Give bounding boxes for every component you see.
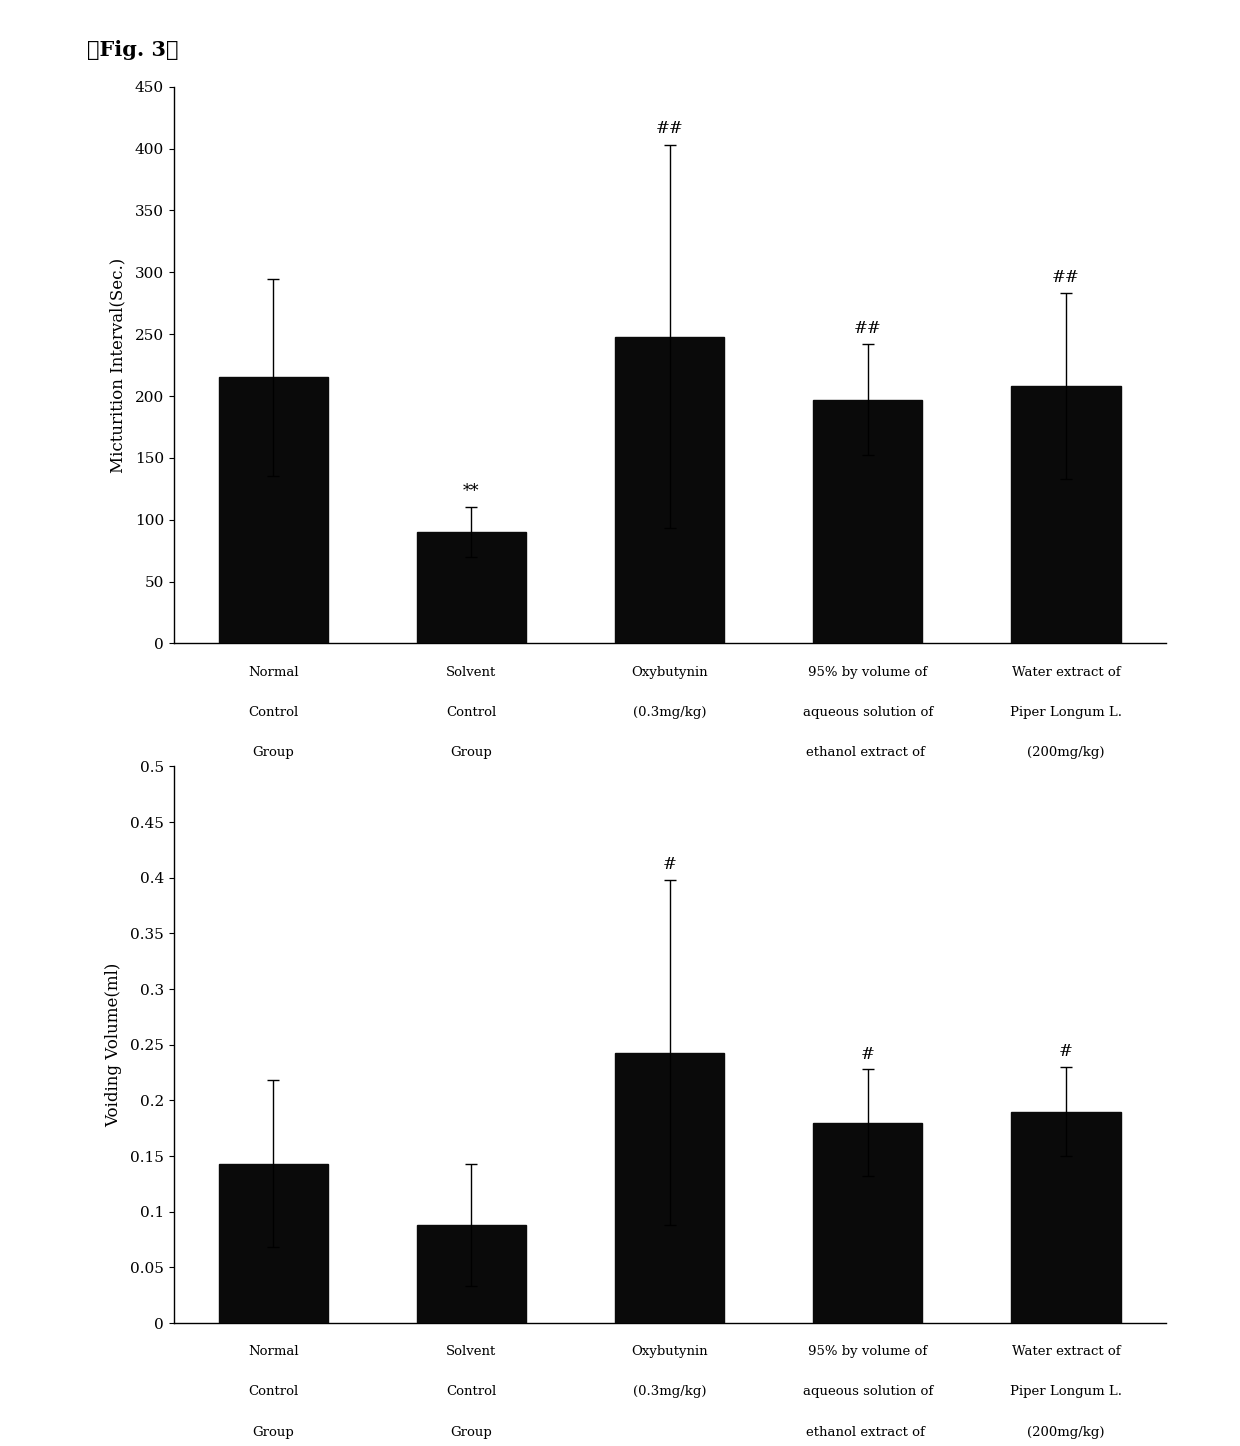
Text: #: # xyxy=(1059,1044,1073,1060)
Text: aqueous solution of: aqueous solution of xyxy=(802,1385,932,1398)
Text: (200mg/kg): (200mg/kg) xyxy=(1027,1426,1105,1439)
Bar xyxy=(615,1053,724,1323)
Text: ##: ## xyxy=(656,120,683,137)
Text: Piper: Piper xyxy=(849,787,885,800)
Bar xyxy=(1012,386,1121,643)
Text: Group: Group xyxy=(252,1426,294,1439)
Bar xyxy=(1012,1112,1121,1323)
Text: ethanol extract of: ethanol extract of xyxy=(806,746,929,759)
Bar xyxy=(417,1225,526,1323)
Text: Solvent: Solvent xyxy=(446,1345,496,1358)
Text: Solvent: Solvent xyxy=(446,665,496,678)
Y-axis label: Voiding Volume(ml): Voiding Volume(ml) xyxy=(104,963,122,1126)
Text: Control: Control xyxy=(248,706,299,719)
Text: Group: Group xyxy=(450,746,492,759)
Bar xyxy=(218,377,327,643)
Text: Oxybutynin: Oxybutynin xyxy=(631,1345,708,1358)
Text: Control: Control xyxy=(248,1385,299,1398)
Text: ##: ## xyxy=(854,320,882,337)
Text: ethanol extract of: ethanol extract of xyxy=(806,1426,929,1439)
Text: Group: Group xyxy=(252,746,294,759)
Text: (200mg/kg): (200mg/kg) xyxy=(1027,746,1105,759)
Text: 95% by volume of: 95% by volume of xyxy=(808,1345,928,1358)
Text: Control: Control xyxy=(446,1385,496,1398)
Text: Water extract of: Water extract of xyxy=(1012,1345,1120,1358)
Text: (0.3mg/kg): (0.3mg/kg) xyxy=(632,1385,707,1398)
Bar xyxy=(813,1122,923,1323)
Text: ##: ## xyxy=(1052,269,1080,286)
Text: #: # xyxy=(662,856,677,873)
Text: Normal: Normal xyxy=(248,1345,299,1358)
Text: Piper Longum L.: Piper Longum L. xyxy=(1011,706,1122,719)
Bar xyxy=(813,399,923,643)
Text: Group: Group xyxy=(450,1426,492,1439)
Text: Normal: Normal xyxy=(248,665,299,678)
Text: Oxybutynin: Oxybutynin xyxy=(631,665,708,678)
Y-axis label: Micturition Interval(Sec.): Micturition Interval(Sec.) xyxy=(109,257,126,473)
Text: 【Fig. 3】: 【Fig. 3】 xyxy=(87,40,179,61)
Text: 95% by volume of: 95% by volume of xyxy=(808,665,928,678)
Text: **: ** xyxy=(464,483,480,500)
Text: (0.3mg/kg): (0.3mg/kg) xyxy=(632,706,707,719)
Text: aqueous solution of: aqueous solution of xyxy=(802,706,932,719)
Text: Control: Control xyxy=(446,706,496,719)
Text: #: # xyxy=(861,1045,874,1063)
Text: Water extract of: Water extract of xyxy=(1012,665,1120,678)
Text: Piper Longum L.: Piper Longum L. xyxy=(1011,1385,1122,1398)
Text: Longum L (200mg/kg): Longum L (200mg/kg) xyxy=(794,826,942,839)
Bar xyxy=(615,337,724,643)
Bar xyxy=(218,1164,327,1323)
Bar xyxy=(417,532,526,643)
